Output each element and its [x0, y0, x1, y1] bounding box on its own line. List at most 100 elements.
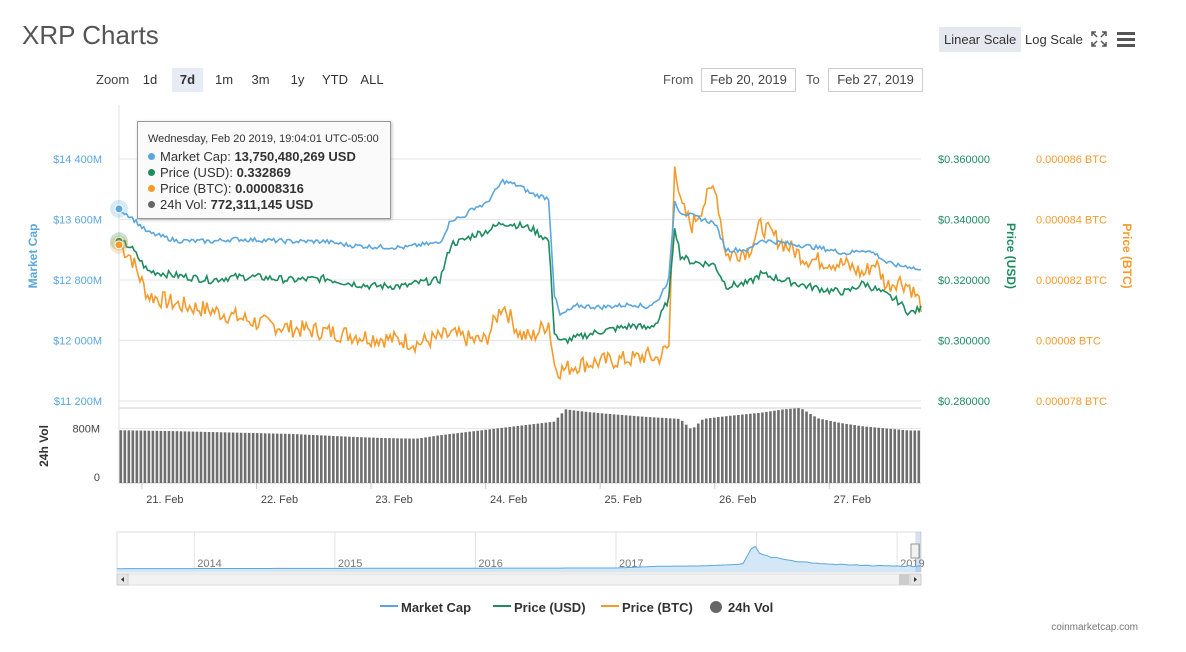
zoom-1y-button[interactable]: 1y: [290, 72, 305, 87]
volume-bar: [372, 437, 375, 483]
volume-bar: [548, 422, 552, 483]
volume-bar: [247, 432, 251, 483]
volume-bar: [592, 412, 596, 483]
hamburger-menu-icon[interactable]: [1117, 32, 1135, 47]
volume-bar: [636, 416, 640, 483]
volume-bar: [219, 432, 223, 483]
volume-bar: [432, 436, 435, 483]
volume-bar: [360, 437, 363, 483]
volume-bar: [616, 414, 620, 483]
volume-bar: [676, 418, 680, 483]
legend-label: Price (USD): [514, 600, 586, 615]
volume-bar: [420, 437, 423, 483]
linear-scale-button[interactable]: Linear Scale: [939, 27, 1022, 52]
from-date-input[interactable]: Feb 20, 2019: [701, 68, 796, 92]
legend-volume[interactable]: 24h Vol: [710, 600, 773, 615]
volume-bar: [789, 408, 792, 483]
scrollbar-track[interactable]: [116, 573, 922, 586]
volume-bar: [873, 427, 876, 483]
volume-bar: [556, 417, 560, 483]
volume-bar: [897, 429, 901, 483]
volume-bar: [733, 415, 736, 483]
volume-bar: [436, 435, 439, 483]
legend-label: Market Cap: [401, 600, 472, 615]
market-cap-tick-label: $13 600M: [53, 215, 102, 227]
volume-bar: [275, 433, 279, 483]
volume-bar: [504, 427, 508, 483]
scrollbar-thumb[interactable]: [899, 574, 909, 585]
volume-bar: [680, 420, 684, 483]
volume-bar: [179, 431, 183, 483]
volume-bar: [496, 428, 500, 483]
volume-bar: [700, 419, 704, 483]
volume-bar: [612, 414, 616, 483]
price-usd-dot-icon: [148, 169, 155, 176]
volume-bar: [576, 410, 580, 483]
volume-bar: [388, 438, 391, 483]
zoom-7d-button[interactable]: 7d: [172, 68, 203, 92]
volume-bar: [829, 420, 832, 483]
volume-bar: [239, 432, 243, 483]
legend-price-usd[interactable]: Price (USD): [493, 600, 586, 615]
market-cap-dot-icon: [148, 153, 155, 160]
volume-bar: [376, 437, 379, 483]
volume-bar: [785, 409, 788, 483]
volume-bar: [500, 427, 504, 483]
zoom-1d-button[interactable]: 1d: [142, 72, 158, 87]
volume-bar: [745, 414, 748, 483]
volume-bar: [737, 414, 740, 483]
volume-bar: [841, 423, 844, 483]
tooltip-value: 13,750,480,269 USD: [234, 149, 356, 164]
volume-bar: [528, 424, 532, 483]
volume-bar: [311, 434, 315, 483]
market-cap-axis-title: Market Cap: [26, 224, 40, 289]
tooltip-label: Price (BTC):: [160, 181, 232, 196]
volume-bar: [352, 436, 355, 483]
volume-bar: [340, 436, 343, 483]
to-date-input[interactable]: Feb 27, 2019: [828, 68, 923, 92]
volume-bar: [564, 409, 568, 483]
volume-bar: [416, 438, 419, 483]
volume-bar: [588, 412, 592, 483]
legend-label: 24h Vol: [728, 600, 774, 615]
volume-bar: [428, 436, 431, 483]
x-tick-label: 26. Feb: [719, 494, 756, 506]
legend-label: Price (BTC): [622, 600, 693, 615]
volume-bar: [207, 431, 211, 483]
zoom-label: Zoom: [96, 72, 130, 87]
volume-bar: [251, 433, 255, 483]
fullscreen-icon[interactable]: [1091, 31, 1107, 47]
legend-price-btc[interactable]: Price (BTC): [601, 600, 693, 615]
navigator-handle-right[interactable]: [910, 543, 920, 559]
volume-bar: [837, 422, 840, 483]
price-usd-axis-title: Price (USD): [1004, 223, 1018, 289]
volume-bar: [568, 409, 572, 483]
zoom-ytd-button[interactable]: YTD: [322, 72, 348, 87]
volume-bar: [889, 428, 893, 483]
volume-bar: [572, 410, 576, 483]
legend-market-cap[interactable]: Market Cap: [380, 600, 471, 615]
volume-bar: [604, 413, 608, 483]
volume-bar: [725, 416, 728, 483]
log-scale-button[interactable]: Log Scale: [1025, 32, 1083, 47]
volume-bar: [235, 432, 239, 483]
volume-bar: [392, 438, 395, 483]
volume-bar: [283, 433, 287, 483]
zoom-1m-button[interactable]: 1m: [214, 72, 234, 87]
volume-bar: [440, 435, 443, 483]
volume-bar: [652, 417, 656, 483]
navigator-year-label: 2014: [197, 558, 221, 570]
volume-bar: [761, 412, 764, 483]
volume-axis-title: 24h Vol: [37, 425, 51, 467]
volume-bar: [183, 431, 187, 483]
volume-bar: [320, 435, 323, 483]
volume-bar: [729, 415, 732, 483]
volume-bar: [716, 417, 720, 483]
volume-bar: [259, 433, 263, 483]
zoom-all-button[interactable]: ALL: [360, 72, 384, 87]
navigator-line: [117, 545, 922, 570]
zoom-3m-button[interactable]: 3m: [251, 72, 270, 87]
price-btc-tick-label: 0.000084 BTC: [1036, 215, 1107, 227]
volume-bar: [608, 414, 612, 483]
